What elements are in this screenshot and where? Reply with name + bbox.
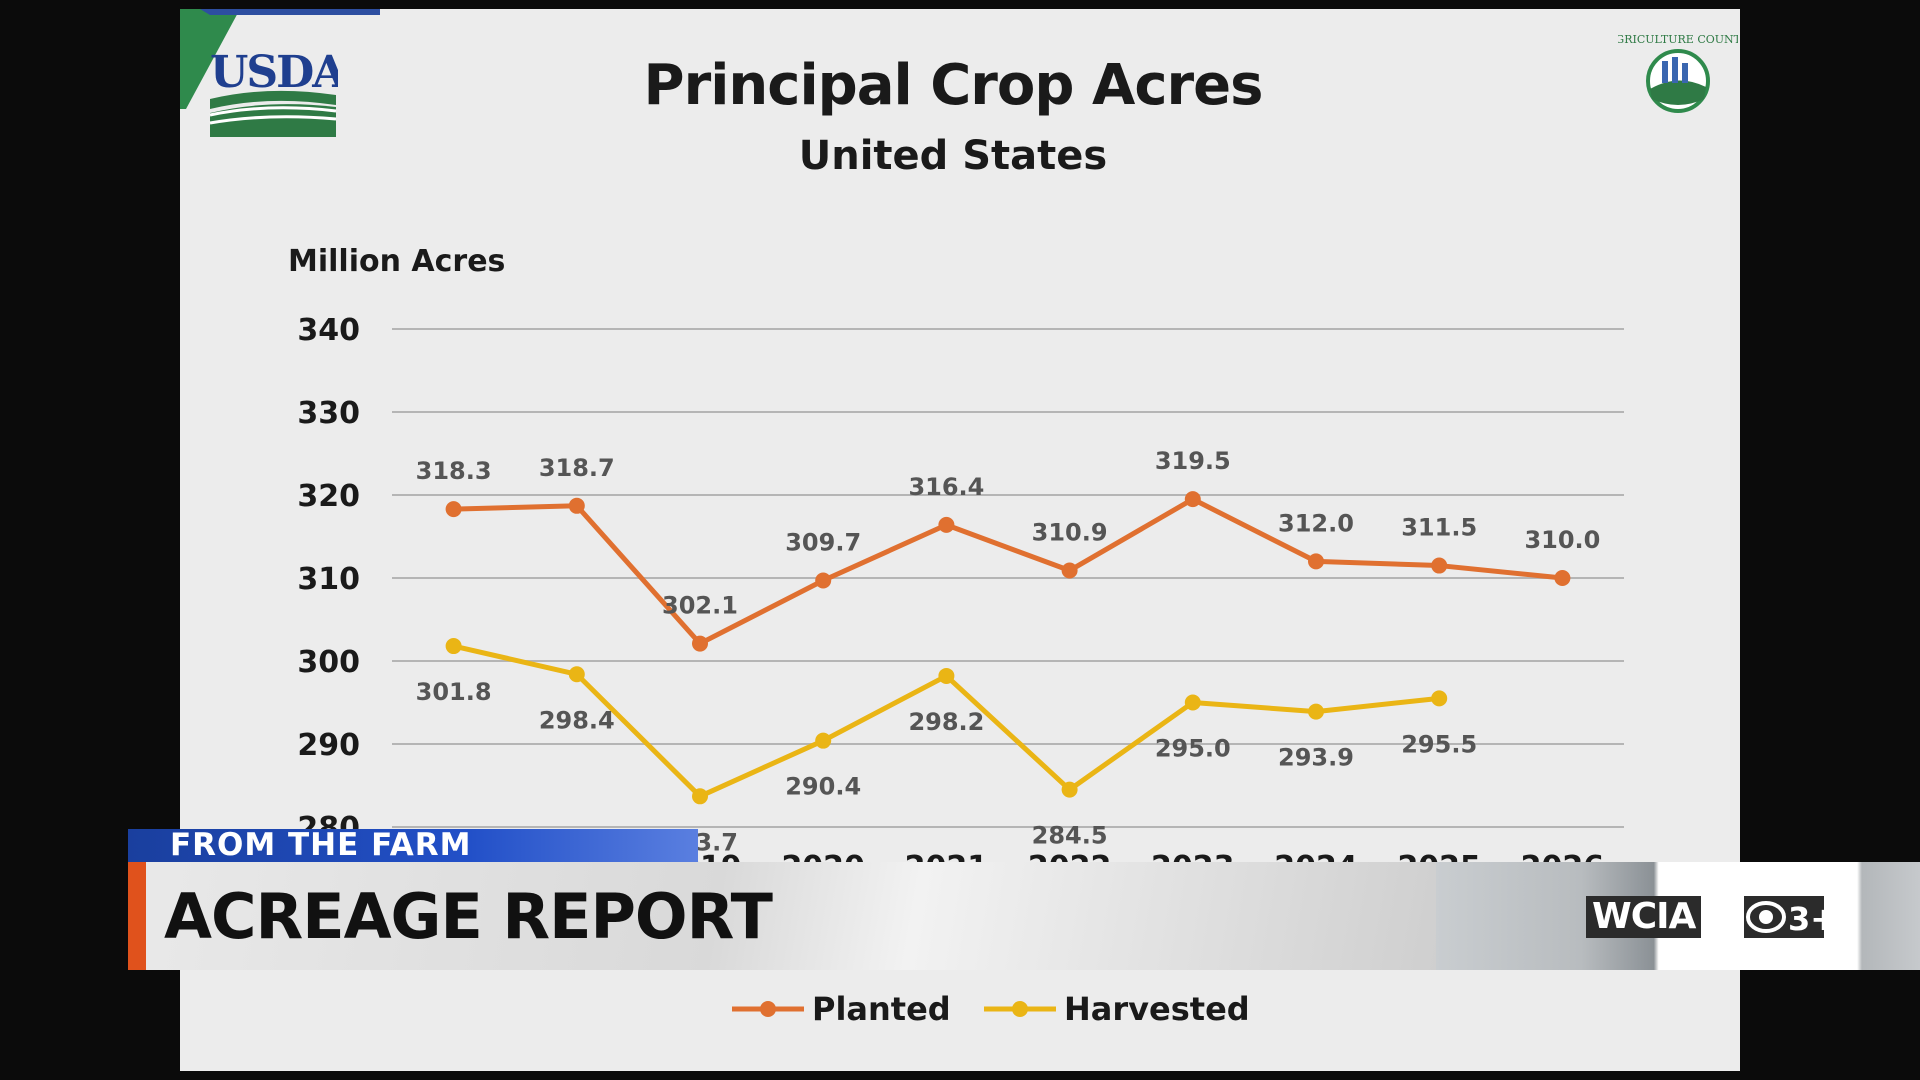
data-label: 319.5 [1155,447,1231,475]
data-point [1184,694,1201,711]
y-tick-label: 340 [297,313,360,348]
y-axis-label: Million Acres [288,244,505,279]
data-label: 298.4 [539,706,615,734]
agriculture-counts-logo: AGRICULTURE COUNTS [1618,33,1738,113]
station-logo: WCIA 3+ [1586,896,1848,938]
headline-accent [128,862,146,970]
data-label: 295.0 [1155,735,1231,763]
data-point [938,516,955,533]
usda-logo-text: USDA [210,47,338,98]
slide-corner-accent [180,9,380,109]
station-wordmark: WCIA [1586,896,1702,938]
data-label: 293.9 [1278,744,1354,772]
data-point [692,788,708,805]
legend-label: Harvested [1064,990,1250,1028]
data-label: 312.0 [1278,509,1354,537]
y-tick-label: 330 [297,396,360,431]
channel-mark: 3+ [1788,900,1837,938]
legend-swatch-marker [1012,1001,1028,1017]
y-tick-label: 300 [297,645,360,680]
data-label: 316.4 [908,473,984,501]
data-label: 318.7 [539,454,615,482]
headline: ACREAGE REPORT [164,880,773,953]
data-label: 310.9 [1032,519,1108,547]
data-point [1308,703,1324,720]
data-point [568,497,585,514]
data-label: 310.0 [1524,526,1600,554]
data-point [1061,781,1078,798]
data-point [1554,570,1571,586]
data-point [1061,562,1078,579]
y-tick-label: 320 [297,479,360,514]
data-point [445,638,462,655]
usda-logo: USDA [209,47,338,137]
series-line-planted [453,496,1563,647]
y-tick-label: 290 [297,728,360,763]
legend-swatch-marker [760,1001,776,1017]
data-label: 302.1 [662,592,738,620]
headline-bar: ACREAGE REPORT [128,862,1436,970]
data-point [1431,557,1448,574]
cbs-eye-icon: 3+ [1744,896,1837,938]
data-point [568,666,585,683]
data-label: 311.5 [1401,514,1477,542]
segment-tag: FROM THE FARM [170,827,472,863]
data-label: 298.2 [908,708,984,736]
data-label: 318.3 [416,457,492,485]
data-point [1184,491,1201,508]
chart-title: Principal Crop Acres [643,53,1264,118]
segment-tag-bar: FROM THE FARM [128,829,698,862]
data-label: 290.4 [785,773,861,801]
data-label: 309.7 [785,528,861,556]
data-point [692,635,708,652]
agriculture-counts-text: AGRICULTURE COUNTS [1618,33,1738,46]
y-tick-label: 310 [297,562,360,597]
data-point [445,501,462,518]
data-point [938,667,955,684]
data-point [815,572,832,589]
legend-label: Planted [812,990,951,1028]
station-wordmark-text: WCIA [1592,896,1696,937]
data-label: 295.5 [1401,730,1477,758]
data-point [1431,690,1448,707]
data-point [815,732,832,749]
data-label: 284.5 [1032,822,1108,850]
data-point [1308,553,1324,570]
data-label: 301.8 [416,678,492,706]
chart-subtitle: United States [798,133,1108,179]
